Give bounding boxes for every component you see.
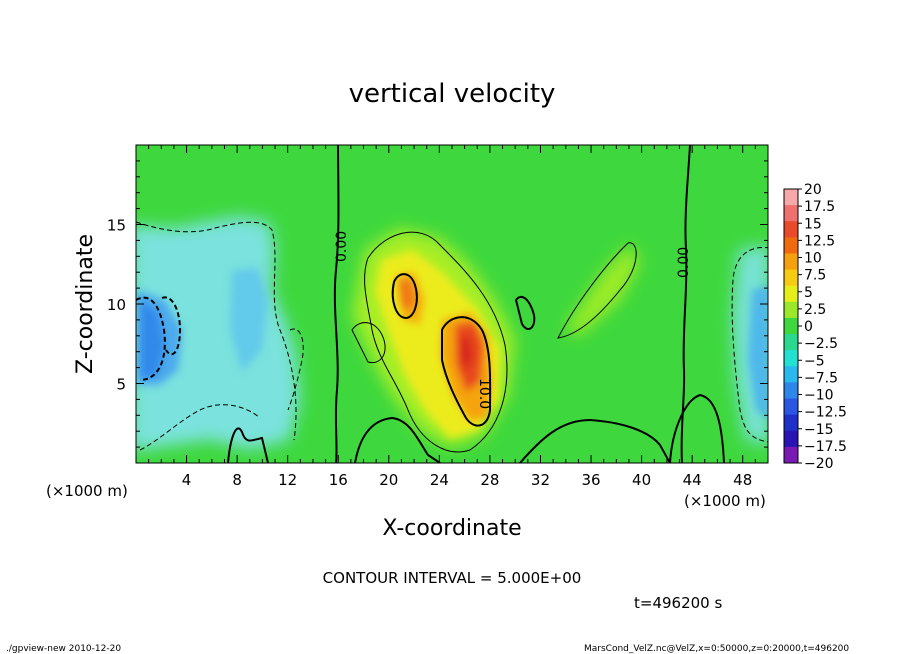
x-tick-label: 44 bbox=[683, 471, 702, 489]
colorbar-swatch bbox=[784, 430, 798, 448]
colorbar-label: 12.5 bbox=[804, 233, 835, 249]
x-tick-label: 8 bbox=[232, 471, 242, 489]
colorbar-swatch bbox=[784, 366, 798, 383]
contour-small-loop bbox=[514, 295, 536, 330]
colorbar-label: 7.5 bbox=[804, 268, 826, 284]
footer-right: MarsCond_VelZ.nc@VelZ,x=0:50000,z=0:2000… bbox=[584, 644, 849, 654]
colorbar-label: 2.5 bbox=[804, 302, 826, 318]
colorbar-label: −17.5 bbox=[804, 439, 847, 455]
contour-zero-bottom bbox=[354, 416, 671, 463]
contour-neg-ten-left bbox=[136, 296, 166, 381]
colorbar-label: 10 bbox=[804, 251, 822, 267]
colorbar-label: −5 bbox=[804, 353, 825, 369]
colorbar-swatch bbox=[784, 253, 798, 271]
contour-interval: CONTOUR INTERVAL = 5.000E+00 bbox=[323, 569, 582, 587]
heatmap-field bbox=[136, 145, 768, 463]
colorbar-swatch bbox=[784, 221, 798, 238]
contours bbox=[136, 145, 768, 463]
colorbar-label: −20 bbox=[804, 456, 834, 472]
contour-label-ten: 10.0 bbox=[476, 378, 492, 409]
colorbar-label: 20 bbox=[804, 182, 822, 198]
colorbar-swatch bbox=[784, 317, 798, 335]
y-tick-label: 10 bbox=[107, 296, 126, 314]
x-axis-ticks: 4 8 12 16 20 24 28 32 36 40 44 48 bbox=[148, 145, 756, 489]
positive-region-arm bbox=[565, 245, 640, 335]
x-tick-label: 32 bbox=[531, 471, 550, 489]
x-unit-label-left: (×1000 m) bbox=[46, 482, 128, 500]
colorbar-label: 17.5 bbox=[804, 199, 835, 215]
contour-zero-left bbox=[333, 145, 340, 463]
contour-five-inner bbox=[351, 322, 386, 364]
orange-peak-upper bbox=[398, 278, 416, 312]
colorbar-swatch bbox=[784, 446, 798, 464]
colorbar-label: 0 bbox=[804, 319, 813, 335]
colorbar-swatch bbox=[784, 285, 798, 303]
core-negative-left bbox=[140, 300, 165, 378]
strong-negative-right bbox=[748, 285, 768, 419]
chart-title: vertical velocity bbox=[349, 79, 556, 109]
contour-neg-five-lower bbox=[139, 404, 261, 451]
strong-negative-left-b bbox=[230, 268, 268, 372]
x-tick-label: 24 bbox=[430, 471, 449, 489]
colorbar-swatch bbox=[784, 301, 798, 319]
colorbar-swatch bbox=[784, 189, 798, 206]
colorbar-label: −10 bbox=[804, 388, 834, 404]
x-tick-label: 16 bbox=[329, 471, 348, 489]
colorbar-swatch bbox=[784, 205, 798, 222]
colorbar-swatch bbox=[784, 237, 798, 254]
red-peak bbox=[460, 336, 473, 372]
contour-five-main bbox=[364, 231, 508, 453]
contour-label-right: 0.00 bbox=[676, 247, 692, 278]
contour-five-arm bbox=[557, 242, 637, 339]
y-tick-label: 5 bbox=[116, 376, 126, 394]
x-tick-label: 4 bbox=[182, 471, 192, 489]
contour-label-left: 0.00 bbox=[334, 231, 350, 262]
x-tick-label: 36 bbox=[581, 471, 600, 489]
contour-ten-lower bbox=[441, 316, 492, 427]
contour-neg-ten-left-b bbox=[161, 296, 182, 356]
contour-neg-five-mid bbox=[287, 328, 304, 411]
colorbar-label: −7.5 bbox=[804, 370, 838, 386]
colorbar-label: −15 bbox=[804, 422, 834, 438]
time-label: t=496200 s bbox=[634, 594, 722, 612]
colorbar-swatch bbox=[784, 398, 798, 416]
x-tick-label: 28 bbox=[480, 471, 499, 489]
footer-left: ./gpview-new 2010-12-20 bbox=[6, 644, 121, 654]
colorbar-swatch bbox=[784, 350, 798, 367]
colorbar-label: 5 bbox=[804, 285, 813, 301]
colorbar-label: −2.5 bbox=[804, 336, 838, 352]
colorbar-swatch bbox=[784, 269, 798, 287]
x-axis-label: X-coordinate bbox=[382, 516, 521, 541]
contour-zero-right-hill bbox=[669, 393, 725, 463]
colorbar-swatch bbox=[784, 382, 798, 400]
colorbar-swatch bbox=[784, 414, 798, 432]
y-axis-label: Z-coordinate bbox=[73, 234, 98, 374]
x-unit-label-right: (×1000 m) bbox=[684, 492, 766, 510]
y-axis-ticks: 5 10 15 bbox=[107, 160, 768, 448]
x-tick-label: 20 bbox=[379, 471, 398, 489]
x-tick-label: 12 bbox=[278, 471, 297, 489]
x-tick-label: 40 bbox=[632, 471, 651, 489]
colorbar-label: −12.5 bbox=[804, 405, 847, 421]
contour-neg-five-left bbox=[136, 221, 297, 441]
contour-neg-five-right bbox=[731, 246, 768, 443]
y-tick-label: 15 bbox=[107, 217, 126, 235]
contour-ten-upper bbox=[391, 273, 418, 320]
colorbar-swatch bbox=[784, 334, 798, 351]
x-tick-label: 48 bbox=[733, 471, 752, 489]
colorbar-label: 15 bbox=[804, 216, 822, 232]
contour-zero-left-hill bbox=[227, 427, 269, 463]
